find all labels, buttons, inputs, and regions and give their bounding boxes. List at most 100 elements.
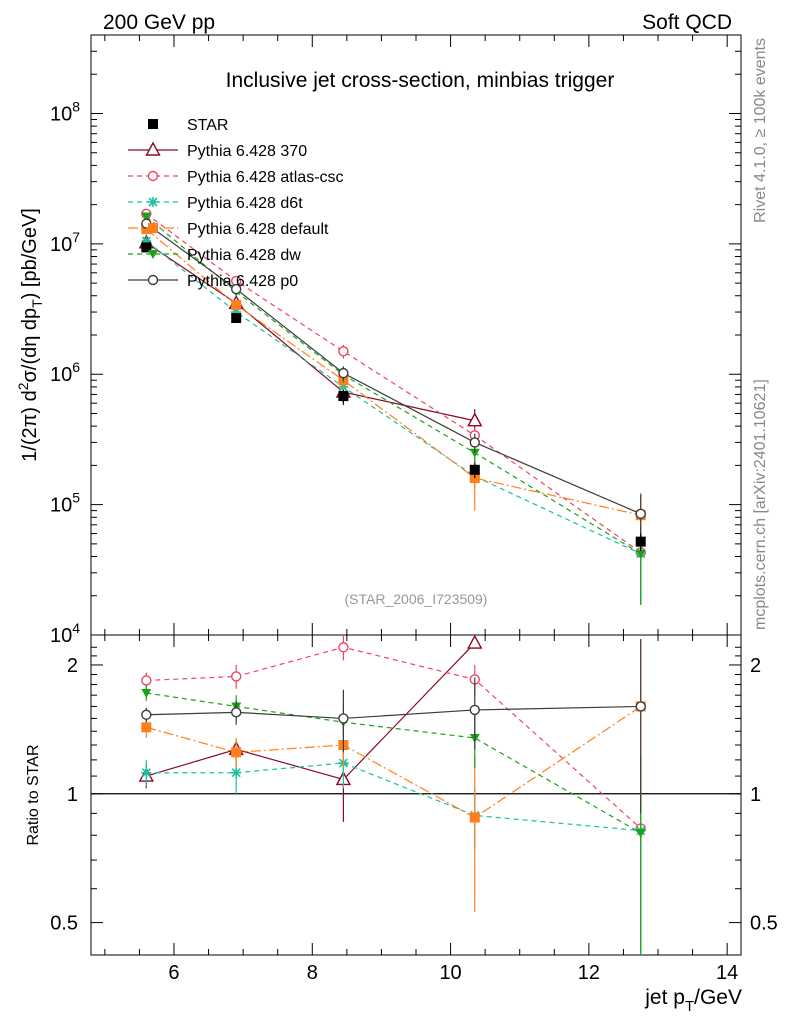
data-point bbox=[231, 767, 242, 778]
ratio-y-tick-label-right: 0.5 bbox=[750, 913, 778, 935]
ratio-y-tick-label-right: 1 bbox=[750, 784, 761, 806]
series-pythia-6-428-atlas-csc bbox=[141, 208, 646, 602]
xlabel-sub: T bbox=[685, 998, 694, 1015]
legend-label: Pythia 6.428 atlas-csc bbox=[187, 169, 344, 186]
series-pythia-6-428-p0 bbox=[141, 218, 646, 544]
y-tick-exponent: 5 bbox=[72, 490, 80, 506]
y-tick-exponent: 8 bbox=[72, 98, 80, 114]
main-series bbox=[138, 208, 646, 605]
x-tick-label: 10 bbox=[439, 962, 461, 984]
x-tick-labels: 6 8 10 12 14 bbox=[168, 962, 738, 984]
y-tick-base: 10 bbox=[50, 495, 72, 517]
legend-marker bbox=[148, 250, 158, 259]
data-point bbox=[141, 212, 152, 222]
series-pythia-6-428-dw bbox=[141, 212, 646, 605]
legend-label: Pythia 6.428 d6t bbox=[187, 195, 303, 212]
legend-label: Pythia 6.428 370 bbox=[187, 143, 307, 160]
data-point bbox=[231, 307, 242, 318]
y-tick-label: 106 bbox=[50, 359, 80, 386]
ratio-line bbox=[146, 705, 641, 720]
ylabel-mid: σ/(dη dp bbox=[19, 308, 41, 383]
ratio-series bbox=[138, 634, 646, 955]
series-line bbox=[145, 223, 641, 515]
ratio-y-tick-label: 0.5 bbox=[50, 913, 78, 935]
ratio-y-tick-label: 2 bbox=[67, 655, 78, 677]
data-point bbox=[231, 747, 242, 758]
data-point bbox=[467, 634, 483, 649]
data-point bbox=[141, 675, 152, 686]
legend-label: Pythia 6.428 default bbox=[187, 221, 329, 238]
y-tick-base: 10 bbox=[50, 234, 72, 256]
main-y-axis-label: 1/(2π) d2σ/(dη dpT) [pb/GeV] bbox=[15, 208, 45, 462]
ylabel-suffix: ) [pb/GeV] bbox=[19, 208, 41, 299]
legend-marker bbox=[145, 141, 161, 156]
series-line bbox=[145, 216, 642, 555]
ratio-series-pythia-6-428-default bbox=[141, 638, 646, 912]
series-pythia-6-428-d6t bbox=[141, 236, 646, 605]
ratio-y-axis-label: Ratio to STAR bbox=[25, 744, 42, 845]
ratio-line bbox=[146, 642, 476, 781]
data-point bbox=[338, 346, 349, 357]
header-right: Soft QCD bbox=[642, 11, 732, 34]
data-point bbox=[141, 236, 152, 247]
y-tick-base: 10 bbox=[50, 364, 72, 386]
data-point bbox=[635, 701, 646, 712]
legend-item-pythia-6-428-p0: Pythia 6.428 p0 bbox=[128, 273, 298, 290]
y-tick-label: 107 bbox=[50, 229, 80, 256]
data-point bbox=[338, 713, 349, 724]
legend-marker bbox=[148, 119, 158, 129]
legend-item-pythia-6-428-default: Pythia 6.428 default bbox=[128, 221, 329, 238]
data-point bbox=[141, 224, 152, 235]
data-point bbox=[469, 448, 480, 458]
legend-item-pythia-6-428-370: Pythia 6.428 370 bbox=[128, 141, 307, 160]
series-pythia-6-428-370 bbox=[138, 234, 483, 436]
data-point bbox=[231, 707, 242, 718]
y-tick-base: 10 bbox=[50, 625, 72, 647]
legend-marker bbox=[147, 170, 159, 182]
x-tick-label: 14 bbox=[716, 962, 738, 984]
legend-label: Pythia 6.428 dw bbox=[187, 247, 301, 264]
legend-marker bbox=[148, 223, 158, 233]
legend-marker bbox=[147, 274, 159, 286]
ratio-series-pythia-6-428-p0 bbox=[141, 638, 646, 814]
data-point bbox=[141, 242, 152, 253]
legend-marker bbox=[148, 197, 158, 207]
series-star bbox=[141, 242, 646, 552]
ratio-line bbox=[146, 692, 642, 834]
x-tick-label: 12 bbox=[578, 962, 600, 984]
data-point bbox=[635, 536, 646, 547]
series-line bbox=[145, 213, 642, 553]
legend-item-pythia-6-428-atlas-csc: Pythia 6.428 atlas-csc bbox=[128, 169, 344, 186]
ratio-line bbox=[146, 646, 642, 829]
y-tick-exponent: 7 bbox=[72, 229, 80, 245]
legend-item-star: STAR bbox=[148, 117, 228, 134]
data-point bbox=[231, 671, 242, 682]
ratio-y-tick-label: 1 bbox=[67, 784, 78, 806]
legend-item-pythia-6-428-dw: Pythia 6.428 dw bbox=[128, 247, 301, 264]
data-point bbox=[141, 688, 152, 698]
legend-label: Pythia 6.428 p0 bbox=[187, 273, 298, 290]
data-point bbox=[231, 299, 242, 310]
data-point bbox=[141, 767, 152, 778]
ratio-ticks bbox=[91, 635, 741, 955]
series-line bbox=[145, 228, 641, 516]
data-point bbox=[231, 283, 242, 295]
y-tick-exponent: 6 bbox=[72, 359, 80, 375]
y-tick-base: 10 bbox=[50, 103, 72, 125]
header-left: 200 GeV pp bbox=[103, 11, 215, 34]
y-tick-label: 104 bbox=[50, 620, 80, 647]
rivet-label: Rivet 4.1.0, ≥ 100k events bbox=[752, 38, 769, 223]
ratio-ytick-labels: 0.5 0.5 1 1 2 2 bbox=[50, 655, 778, 935]
data-point bbox=[635, 828, 646, 838]
ratio-y-tick-label-right: 2 bbox=[750, 655, 761, 677]
data-point bbox=[338, 642, 349, 653]
ratio-frame bbox=[90, 634, 742, 956]
x-axis-label: jet pT/GeV bbox=[644, 986, 742, 1015]
data-point bbox=[469, 812, 480, 823]
ratio-series-pythia-6-428-dw bbox=[141, 685, 646, 955]
plot-title: Inclusive jet cross-section, minbias tri… bbox=[226, 69, 615, 92]
xlabel-suffix: /GeV bbox=[694, 986, 742, 1009]
series-line bbox=[145, 242, 475, 422]
